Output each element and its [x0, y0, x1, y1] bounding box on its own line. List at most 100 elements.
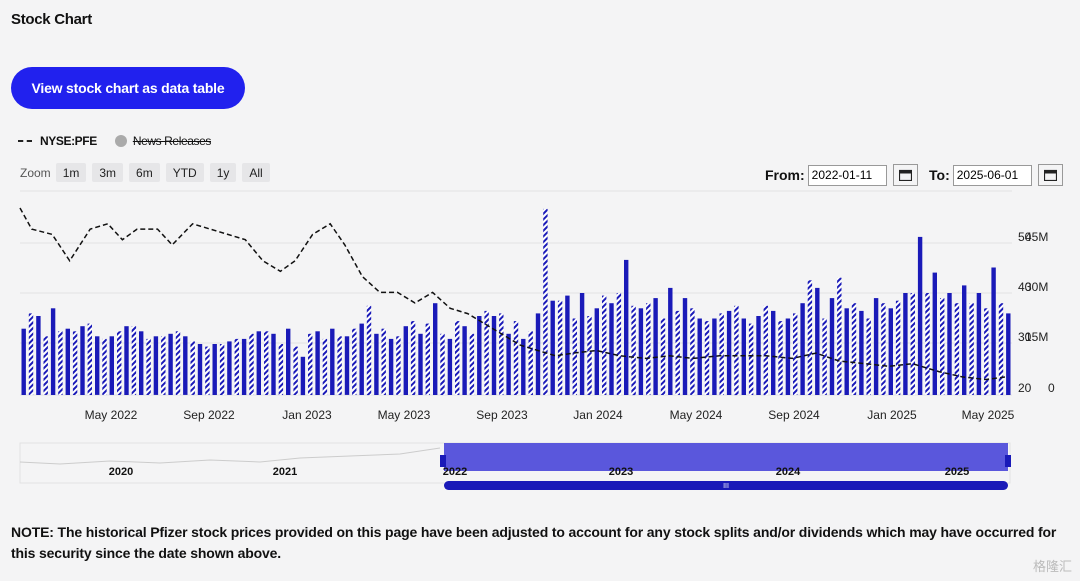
volume-bar — [646, 303, 651, 395]
zoom-3m-button[interactable]: 3m — [92, 163, 124, 182]
legend-series-label[interactable]: NYSE:PFE — [40, 134, 97, 148]
legend-news-label[interactable]: News Releases — [132, 134, 212, 148]
volume-bar — [1006, 313, 1011, 395]
volume-bar — [388, 338, 394, 395]
volume-bar — [807, 280, 813, 395]
zoom-6m-button[interactable]: 6m — [129, 163, 160, 182]
to-calendar-button[interactable] — [1037, 164, 1063, 186]
watermark: 格隆汇 — [1032, 559, 1072, 574]
zoom-selector: Zoom 1m 3m 6m YTD 1y All — [20, 163, 276, 182]
volume-bar — [403, 326, 408, 395]
volume-bar — [131, 326, 137, 395]
volume-bar — [102, 338, 107, 395]
x-tick-label: Jan 2025 — [867, 408, 917, 422]
navigator-handle-left[interactable] — [440, 455, 446, 467]
to-date-input[interactable] — [952, 164, 1032, 186]
volume-bar — [293, 346, 298, 395]
volume-bar — [322, 338, 328, 395]
price-tick-label: 20 — [1018, 381, 1032, 395]
calendar-icon — [898, 169, 912, 181]
volume-bar — [594, 308, 599, 395]
volume-bar — [484, 310, 489, 395]
volume-bar — [704, 321, 710, 395]
volume-bar — [190, 341, 195, 395]
volume-bar — [771, 310, 776, 395]
volume-bar — [87, 323, 92, 395]
volume-bar — [249, 333, 254, 395]
volume-bar — [469, 333, 475, 395]
volume-bar — [873, 298, 879, 395]
volume-bar — [499, 313, 504, 395]
volume-bar — [528, 331, 533, 395]
volume-bar — [954, 303, 960, 395]
scrollbar-grip[interactable]: III — [723, 483, 729, 490]
volume-bar — [579, 293, 585, 395]
from-calendar-button[interactable] — [892, 164, 918, 186]
volume-bar — [513, 321, 519, 395]
volume-tick-label: 30M — [1025, 280, 1048, 294]
navigator-handle-right[interactable] — [1005, 455, 1011, 467]
volume-bar — [940, 298, 945, 395]
volume-bar — [197, 344, 203, 395]
volume-bar — [234, 338, 239, 395]
volume-bar — [932, 272, 937, 395]
navigator[interactable]: III 2020 2021 2022 2023 2024 2025 — [19, 442, 1011, 490]
volume-bar — [124, 326, 129, 395]
zoom-1m-button[interactable]: 1m — [55, 163, 87, 182]
from-date-input[interactable] — [807, 164, 887, 186]
volume-bar — [337, 336, 342, 395]
volume-bar — [785, 318, 791, 395]
price-tick-label: 50 — [1018, 230, 1032, 244]
zoom-ytd-button[interactable]: YTD — [165, 163, 204, 182]
view-data-table-button[interactable]: View stock chart as data table — [11, 67, 245, 109]
from-range: From: — [765, 164, 918, 186]
volume-bar — [271, 333, 276, 395]
volume-bar — [462, 326, 467, 395]
volume-bar — [352, 328, 357, 395]
zoom-1y-button[interactable]: 1y — [209, 163, 237, 182]
volume-bar — [50, 308, 56, 395]
volume-bar — [881, 303, 886, 395]
chart-legend: NYSE:PFE News Releases — [18, 134, 211, 148]
x-tick-label: May 2023 — [378, 408, 431, 422]
volume-bar — [976, 293, 982, 395]
volume-bar — [572, 318, 577, 395]
to-range: To: — [929, 164, 1063, 186]
volume-bar — [800, 303, 805, 395]
volume-bar — [829, 298, 835, 395]
legend-line-swatch — [18, 140, 32, 142]
x-tick-label: Sep 2022 — [183, 408, 235, 422]
volume-bar — [748, 323, 754, 395]
volume-bar — [21, 328, 26, 395]
volume-bar — [440, 333, 445, 395]
volume-bar — [175, 331, 181, 395]
volume-tick-label: 0 — [1048, 381, 1055, 395]
x-tick-label: Sep 2024 — [768, 408, 820, 422]
page-title: Stock Chart — [11, 11, 92, 28]
volume-bar — [241, 338, 247, 395]
volume-bar — [535, 313, 541, 395]
volume-bar — [139, 331, 144, 395]
volume-bar — [477, 316, 482, 395]
volume-bar — [778, 321, 783, 395]
navigator-selection[interactable] — [444, 443, 1008, 471]
volume-bar — [28, 313, 34, 395]
volume-bar — [278, 344, 284, 395]
volume-bar — [653, 298, 658, 395]
volume-bar — [315, 331, 320, 395]
volume-bar — [888, 308, 893, 395]
zoom-all-button[interactable]: All — [242, 163, 270, 182]
volume-bar — [117, 331, 122, 395]
disclaimer-note: NOTE: The historical Pfizer stock prices… — [11, 524, 1057, 561]
volume-bar — [153, 336, 159, 395]
volume-bar — [624, 259, 629, 395]
volume-bar — [763, 305, 768, 396]
volume-bar — [998, 303, 1004, 395]
volume-bar — [690, 308, 695, 395]
volume-bar — [146, 338, 151, 395]
volume-bar — [447, 338, 453, 395]
navigator-scrollbar[interactable] — [444, 481, 1008, 490]
volume-tick-label: 15M — [1025, 330, 1048, 344]
volume-bar — [793, 313, 798, 395]
from-label: From: — [765, 167, 805, 183]
